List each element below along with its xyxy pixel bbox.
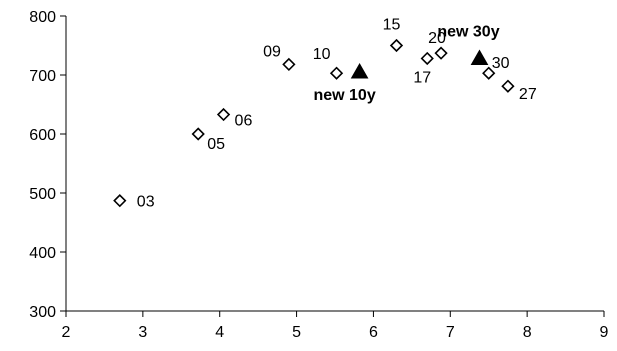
y-tick-label: 800	[29, 9, 56, 26]
data-point-triangle	[350, 63, 369, 79]
point-label: 09	[263, 43, 281, 60]
point-label: 20	[428, 30, 446, 47]
point-label: 05	[207, 136, 225, 153]
x-tick-label: 3	[138, 324, 147, 341]
x-tick-label: 8	[523, 324, 532, 341]
x-tick-label: 4	[215, 324, 224, 341]
data-markers	[113, 38, 515, 208]
point-label: 30	[492, 55, 510, 72]
point-label: new 10y	[313, 87, 375, 104]
point-label: 06	[235, 113, 253, 130]
data-point-diamond	[282, 57, 296, 72]
data-point-diamond	[501, 79, 515, 93]
point-labels: 03 05 06 09 10 15 17 20 30 27 new 10y new 30y	[137, 17, 537, 211]
x-tick-label: 6	[369, 324, 378, 341]
data-point-diamond	[434, 46, 448, 60]
point-label: 15	[383, 17, 401, 34]
data-point-diamond	[482, 66, 496, 80]
data-point-diamond	[191, 127, 205, 141]
y-tick-label: 500	[29, 186, 56, 203]
data-point-diamond	[420, 51, 434, 66]
y-tick-label: 300	[29, 304, 56, 321]
point-label: 27	[519, 86, 537, 103]
point-label: 03	[137, 194, 155, 211]
data-point-diamond	[389, 38, 404, 53]
y-tick-label: 400	[29, 245, 56, 262]
axes	[65, 16, 604, 312]
data-point-diamond	[329, 66, 344, 80]
point-label: new 30y	[437, 23, 499, 40]
x-tick-label: 7	[446, 324, 455, 341]
point-label: 17	[413, 69, 431, 86]
x-tick-label: 9	[600, 324, 609, 341]
point-label: 10	[313, 46, 331, 63]
x-tick-label: 5	[292, 324, 301, 341]
axis-ticks: 300 400 500 600 700 800 2 3 4 5 6 7 8 9	[29, 9, 608, 341]
x-tick-label: 2	[62, 324, 71, 341]
data-point-triangle	[470, 49, 489, 65]
data-point-diamond	[216, 107, 231, 122]
data-point-diamond	[113, 194, 127, 208]
y-tick-label: 600	[29, 127, 56, 144]
y-tick-label: 700	[29, 68, 56, 85]
